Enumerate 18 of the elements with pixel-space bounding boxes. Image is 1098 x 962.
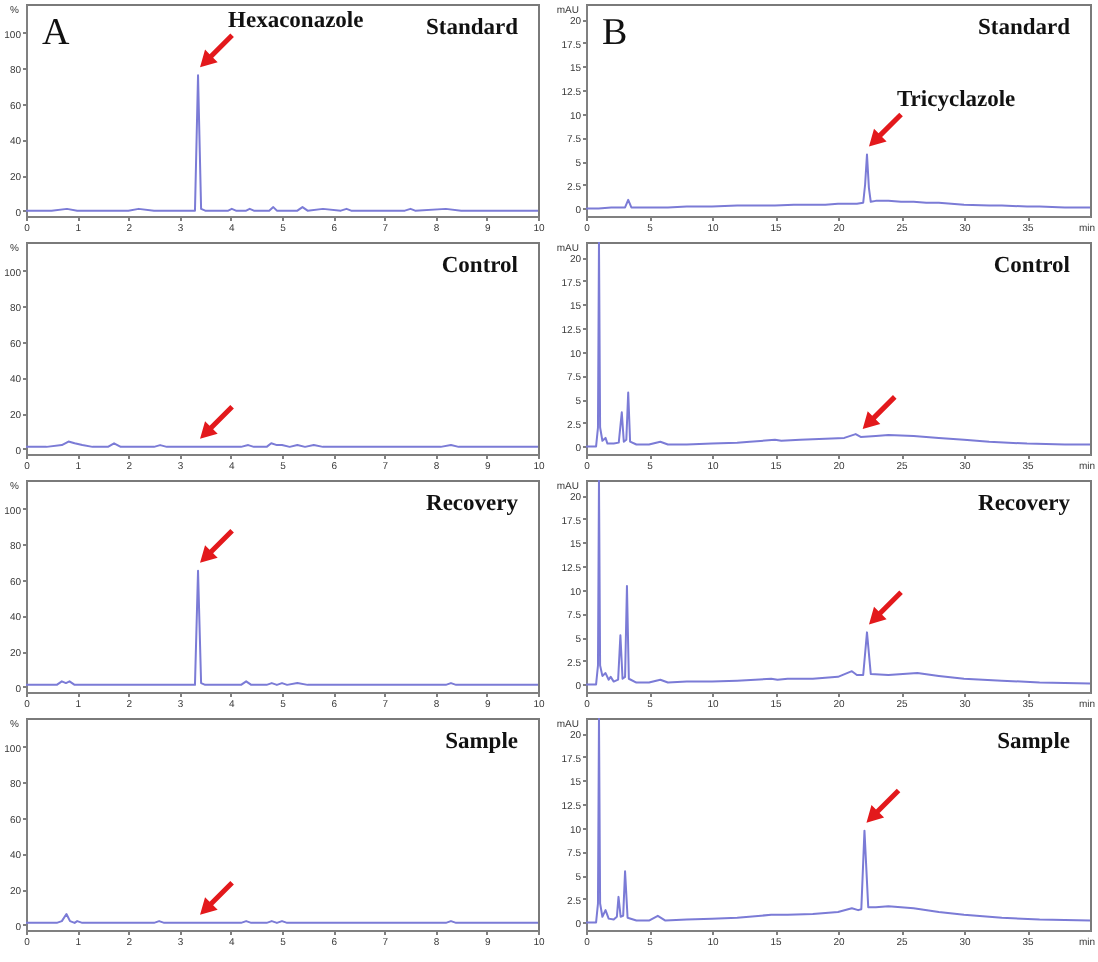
chart-title: Standard bbox=[977, 16, 1072, 40]
line-series bbox=[586, 718, 1090, 924]
chart-title: Recovery bbox=[978, 492, 1071, 516]
line-series bbox=[26, 569, 538, 686]
chart-title: Sample bbox=[997, 730, 1070, 754]
line-series bbox=[586, 480, 1090, 686]
text: Control bbox=[441, 254, 518, 278]
line-series bbox=[26, 74, 538, 212]
text: Standard bbox=[425, 16, 520, 40]
annotation: A bbox=[42, 12, 70, 54]
line-series bbox=[586, 153, 1090, 210]
annotation: Hexaconazole bbox=[228, 9, 364, 34]
annotation: Tricyclazole bbox=[896, 88, 1016, 113]
annotation: B bbox=[602, 12, 628, 54]
text: Recovery bbox=[426, 492, 519, 516]
chart-title: Control bbox=[993, 254, 1070, 278]
text: Sample bbox=[445, 730, 518, 754]
line-series bbox=[586, 242, 1090, 448]
